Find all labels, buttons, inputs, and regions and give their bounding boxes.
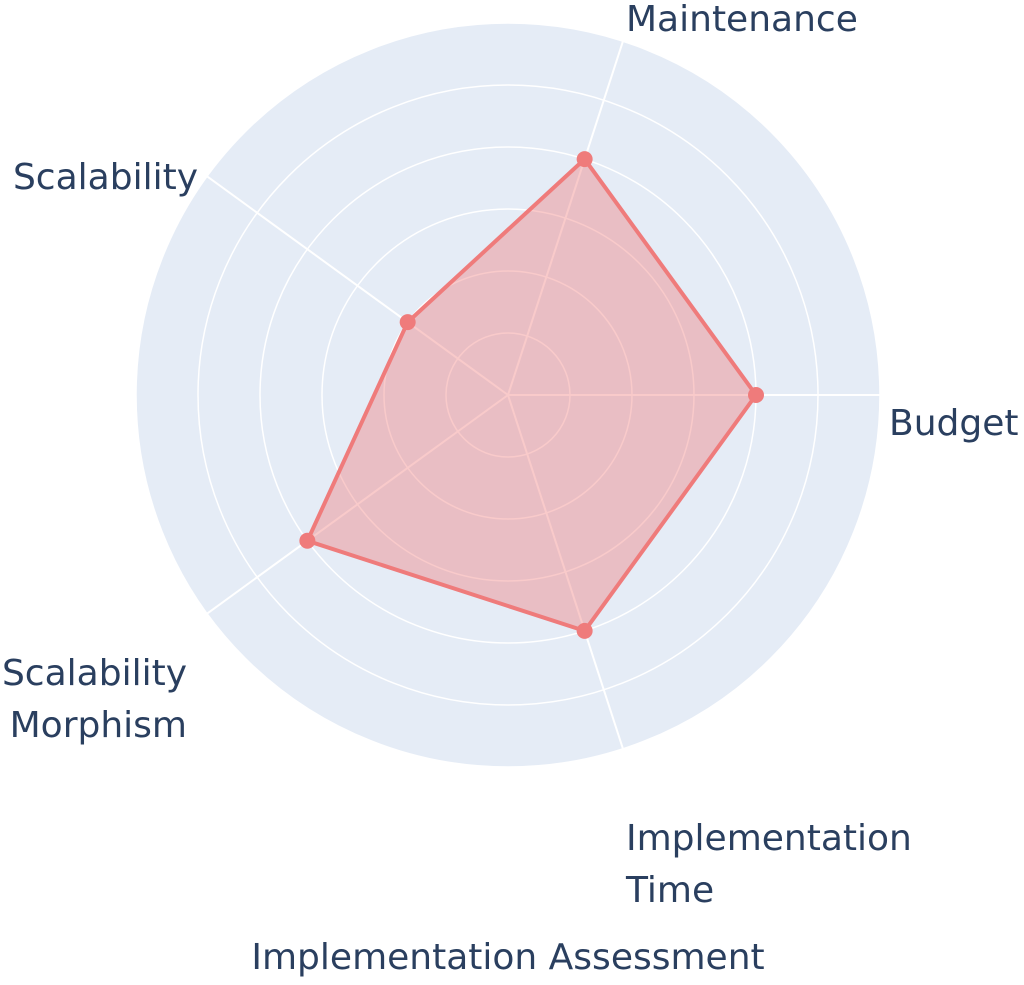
angular-spokes [206,40,880,750]
data-point-4 [299,532,316,549]
axis-label-3: Scalability [13,157,198,198]
axis-labels: Budget Maintenance Scalability Scalability M… [2,0,1019,911]
series-layer [299,151,764,639]
spoke-5 [507,394,624,750]
data-point-2 [576,151,593,168]
data-point-1 [748,387,764,403]
axis-label-2: Maintenance [626,0,858,40]
axis-label-5-line-2: Time [625,870,714,911]
axis-label-4: Scalability Morphism [2,653,187,746]
spoke-3 [206,175,509,396]
axis-label-4-line-2: Morphism [10,705,187,746]
axis-label-1: Budget [889,403,1018,444]
axis-label-1-line-1: Budget [889,403,1018,444]
axis-label-3-line-1: Scalability [13,157,198,198]
series-1-area [305,157,758,633]
data-point-5 [576,622,593,639]
chart-title: Implementation Assessment [251,937,764,978]
axis-label-2-line-1: Maintenance [626,0,858,40]
axis-label-5-line-1: Implementation [626,818,912,859]
data-point-3 [399,314,416,331]
axis-label-4-line-1: Scalability [2,653,187,694]
spoke-2 [507,40,624,396]
axis-label-5: Implementation Time [625,818,912,911]
spoke-4 [206,394,509,615]
